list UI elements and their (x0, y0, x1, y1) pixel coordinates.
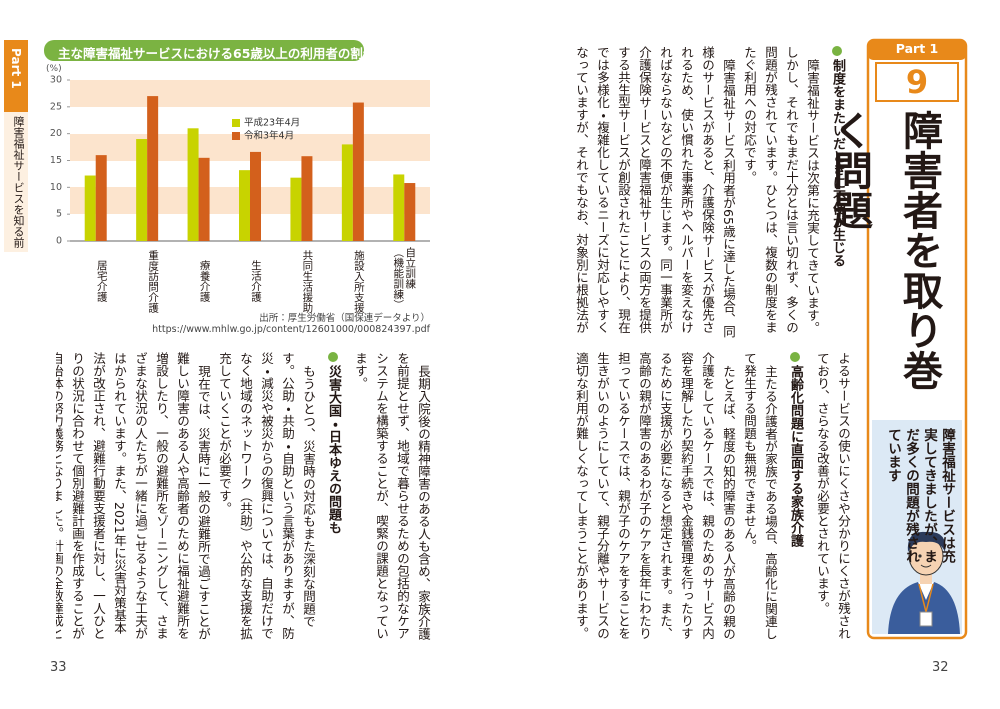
paragraph: 現在では、災害時に一般の避難所で過ごすことが難しい障害のある人や高齢者のために福… (56, 352, 211, 640)
paragraph: たとえば、軽度の知的障害のある人が高齢の親の介護をしているケースでは、親のための… (574, 352, 736, 640)
sidebar-strip (4, 112, 28, 252)
heading: 高齢化問題に直面する家族介護 (785, 352, 806, 644)
x-tick-label: 重度訪問介護 (147, 249, 160, 313)
bar (187, 128, 199, 241)
number-box (875, 62, 959, 102)
chart-title: 主な障害福祉サービスにおける65歳以上の利用者の割合 (58, 46, 376, 61)
y-tick-label: 30 (50, 75, 62, 86)
paragraph: もうひとつ、災害時の対応もまた深刻な問題です。公助・共助・自助という言葉がありま… (217, 352, 316, 640)
section-title: 障害者を取り巻く問題 (826, 110, 942, 390)
paragraph: 障害福祉サービスは次第に充実してきています。しかし、それでもまだ十分とは言い切れ… (742, 46, 820, 334)
bar (250, 151, 261, 241)
bar (147, 96, 159, 241)
legend-label: 平成23年4月 (244, 117, 300, 129)
x-tick-label: 自立訓練（機能訓練） (392, 247, 417, 310)
bar (239, 170, 250, 241)
callout-text: 障害福祉サービスは充実してきましたが、まだ多くの問題が残されています (885, 428, 955, 563)
bar (393, 174, 405, 241)
x-tick-label: 療養介護 (198, 260, 211, 302)
sidebar-part: Part 1 (9, 48, 23, 89)
paragraph: 主たる介護者が家族である場合、高齢化に関連して発生する問題も無視できません。 (742, 352, 778, 640)
right-top-text: 制度をまたいだときに不便が生じる 障害福祉サービスは次第に充実してきています。し… (568, 46, 854, 338)
bar (136, 139, 148, 241)
source-text: 出所：厚生労働省（国保連データより） (259, 313, 430, 324)
bar (352, 102, 364, 241)
x-tick-label: 生活介護 (250, 260, 262, 302)
bar (290, 177, 302, 241)
sidebar-tab (4, 40, 28, 112)
x-tick-label: 施設入所支援 (352, 249, 365, 313)
y-tick-label: 15 (50, 155, 62, 166)
bar (198, 157, 210, 241)
y-tick-label: 0 (56, 236, 62, 247)
y-tick-label: 25 (50, 101, 62, 112)
illustration-person (888, 531, 960, 634)
bar (95, 155, 107, 241)
right-bottom-text: よるサービスの使いにくさや分かりにくさが残されており、さらなる改善が必要とされて… (568, 352, 854, 644)
y-axis-unit: (%) (46, 64, 62, 74)
bar (404, 183, 416, 241)
bar (301, 156, 313, 241)
paragraph: 障害福祉サービス利用者が65歳に達した場合、同様のサービスがあると、介護保険サー… (574, 46, 736, 337)
paragraph: よるサービスの使いにくさや分かりにくさが残されており、さらなる改善が必要とされて… (815, 352, 851, 640)
section-number: 9 (905, 63, 929, 101)
source-url: https://www.mhlw.go.jp/content/12601000/… (152, 324, 430, 335)
legend-swatch (232, 132, 240, 140)
y-tick-label: 10 (50, 182, 62, 193)
legend-swatch (232, 119, 240, 127)
sidebar-title: 障害福祉サービスを知る前に (8, 116, 25, 248)
page-number: 32 (932, 660, 949, 675)
chart-title-bar (44, 40, 364, 61)
y-tick-label: 20 (50, 128, 62, 139)
bar (341, 144, 353, 241)
heading: 災害大国・日本ゆえの問題も (323, 352, 344, 644)
y-tick-label: 5 (56, 209, 62, 220)
x-tick-label: 共同生活援助 (301, 249, 314, 313)
heading: 制度をまたいだときに不便が生じる (827, 46, 848, 338)
paragraph: 長期入院後の精神障害のある人も含め、家族介護を前提とせず、地域で暮らせるための包… (353, 352, 431, 640)
page-number: 33 (50, 660, 67, 675)
part-label: Part 1 (895, 41, 939, 56)
bar (84, 175, 96, 241)
part-header-bg (868, 40, 966, 60)
x-tick-label: 居宅介護 (95, 260, 108, 302)
legend-label: 令和3年4月 (244, 130, 294, 142)
left-bottom-text: 長期入院後の精神障害のある人も含め、家族介護を前提とせず、地域で暮らせるための包… (56, 352, 434, 644)
